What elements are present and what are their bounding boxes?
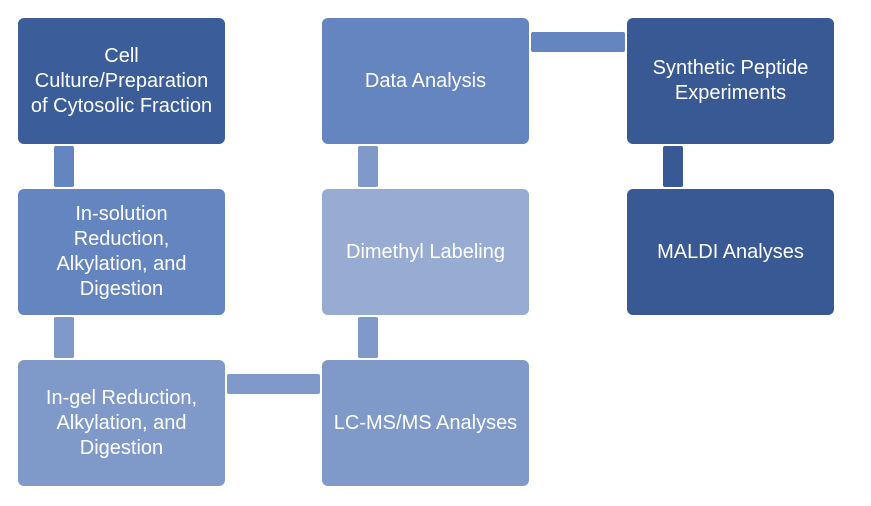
edge-insol-ingel	[54, 317, 74, 358]
node-in-solution: In-solution Reduction, Alkylation, and D…	[18, 189, 225, 315]
edge-synth-maldi	[663, 146, 683, 187]
edge-dimethyl-data	[358, 146, 378, 187]
node-cell-culture: Cell Culture/Preparation of Cytosolic Fr…	[18, 18, 225, 144]
node-maldi-label: MALDI Analyses	[657, 240, 804, 265]
node-data-analysis-label: Data Analysis	[365, 69, 486, 94]
node-data-analysis: Data Analysis	[322, 18, 529, 144]
node-lcms: LC-MS/MS Analyses	[322, 360, 529, 486]
node-synthetic: Synthetic Peptide Experiments	[627, 18, 834, 144]
edge-data-synth	[531, 32, 625, 52]
edge-lcms-dimethyl	[358, 317, 378, 358]
node-dimethyl: Dimethyl Labeling	[322, 189, 529, 315]
node-dimethyl-label: Dimethyl Labeling	[346, 240, 505, 265]
node-in-solution-label: In-solution Reduction, Alkylation, and D…	[26, 202, 217, 302]
node-synthetic-label: Synthetic Peptide Experiments	[635, 56, 826, 106]
node-cell-culture-label: Cell Culture/Preparation of Cytosolic Fr…	[26, 44, 217, 119]
node-in-gel: In-gel Reduction, Alkylation, and Digest…	[18, 360, 225, 486]
edge-cell-insol	[54, 146, 74, 187]
edge-ingel-lcms	[227, 374, 320, 394]
node-in-gel-label: In-gel Reduction, Alkylation, and Digest…	[26, 386, 217, 461]
node-maldi: MALDI Analyses	[627, 189, 834, 315]
node-lcms-label: LC-MS/MS Analyses	[334, 411, 517, 436]
